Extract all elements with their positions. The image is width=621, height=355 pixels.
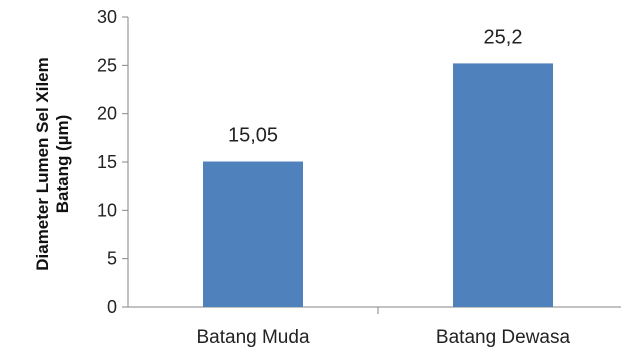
y-tick-label: 0: [107, 297, 117, 317]
y-axis: 0 5 10 15 20 25 30: [97, 7, 129, 317]
data-label: 25,2: [484, 26, 523, 48]
y-axis-title: Diameter Lumen Sel Xilem Batang (µm): [33, 57, 72, 271]
category-label: Batang Dewasa: [436, 327, 571, 348]
bar: [203, 161, 303, 307]
category-label: Batang Muda: [196, 327, 309, 348]
y-tick-label: 20: [97, 104, 117, 124]
y-tick-label: 30: [97, 7, 117, 27]
bars: [203, 63, 553, 308]
x-axis: [128, 306, 621, 314]
y-tick-label: 10: [97, 200, 117, 220]
y-axis-title-line-2: Batang (µm): [53, 115, 72, 214]
y-tick-label: 15: [97, 152, 117, 172]
y-tick-label: 25: [97, 55, 117, 75]
labels: 15,05 Batang Muda 25,2 Batang Dewasa: [196, 26, 570, 348]
data-label: 15,05: [228, 125, 278, 147]
y-axis-title-line-1: Diameter Lumen Sel Xilem: [33, 57, 52, 271]
y-tick-label: 5: [107, 249, 117, 269]
bar: [453, 63, 553, 308]
